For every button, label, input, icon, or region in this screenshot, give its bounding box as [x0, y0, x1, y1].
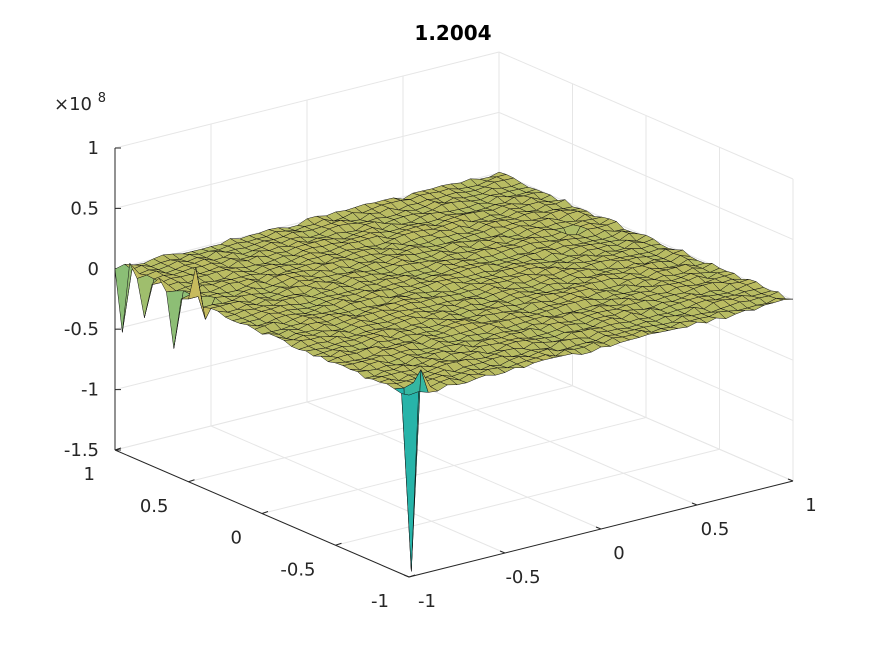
y-tick-mark — [335, 542, 342, 546]
z-tick-label: 0.5 — [70, 198, 99, 219]
axes — [114, 147, 794, 578]
z-tick-label: -1 — [81, 380, 99, 401]
y-tick-mark — [188, 479, 195, 483]
y-tick-mark — [261, 511, 269, 514]
z-tick-label: -0.5 — [64, 319, 99, 340]
grid-line-back-z — [114, 51, 500, 149]
z-exponent-label: ×10 8 — [54, 91, 106, 115]
tick-labels: -1 -0.5 0 0.5 1 -1 -0.5 0 0.5 1 -1.5 -1 -0.5 0 0.5 1 — [64, 138, 817, 612]
surface-patch — [401, 391, 419, 572]
grid-line-side-z — [498, 111, 794, 240]
z-exponent-power: 8 — [98, 91, 106, 106]
grid-line-floor-y — [188, 385, 573, 483]
chart-title: 1.2004 — [414, 21, 491, 45]
y-tick-label: 1 — [84, 464, 95, 485]
x-tick-mark — [691, 502, 698, 506]
x-tick-label: 0.5 — [701, 519, 730, 540]
x-tick-label: -0.5 — [505, 567, 540, 588]
grid-line-floor-y — [335, 448, 720, 546]
x-tick-mark — [787, 478, 794, 482]
y-tick-label: 0.5 — [140, 496, 169, 517]
x-tick-mark — [499, 550, 506, 554]
x-tick-label: 1 — [805, 495, 816, 516]
z-tick-label: 0 — [88, 259, 99, 280]
x-tick-label: 0 — [613, 543, 624, 564]
y-tick-label: -0.5 — [280, 559, 315, 580]
grid-line-side-z — [498, 51, 794, 180]
grid-line-back-z — [114, 111, 500, 209]
x-tick-label: -1 — [418, 591, 436, 612]
y-tick-label: -1 — [371, 591, 389, 612]
z-tick-label: 1 — [88, 138, 99, 159]
z-tick-label: -1.5 — [64, 440, 99, 461]
z-exponent-base: ×10 — [54, 94, 92, 115]
grid-line-side-z — [498, 353, 794, 482]
grid-line-floor-y — [261, 417, 647, 514]
x-tick-mark — [595, 526, 602, 530]
y-tick-mark — [408, 574, 416, 578]
x-tick-mark — [403, 574, 410, 578]
surface-patches — [114, 171, 794, 572]
y-tick-label: 0 — [231, 528, 242, 549]
